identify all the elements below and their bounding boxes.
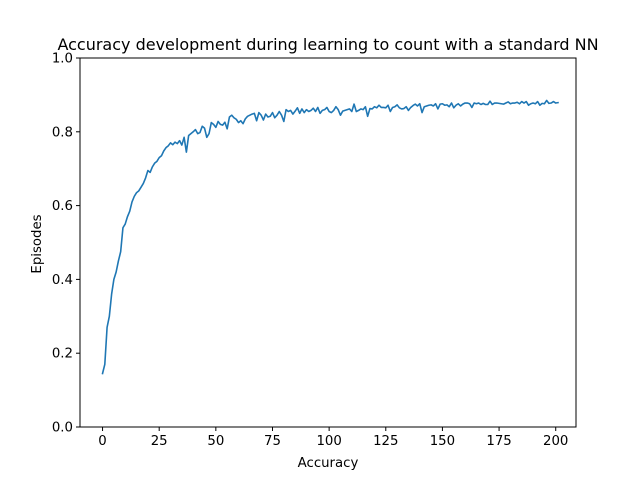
x-tick-label: 175	[486, 434, 511, 449]
y-tick-label: 0.8	[52, 125, 73, 140]
x-axis-label: Accuracy	[298, 456, 359, 471]
x-tick-label: 100	[316, 434, 341, 449]
chart-title: Accuracy development during learning to …	[57, 35, 598, 54]
plot-area-frame	[79, 57, 577, 428]
y-tick-label: 0.4	[52, 273, 73, 288]
y-tick-label: 0.6	[52, 199, 73, 214]
x-tick-label: 200	[543, 434, 568, 449]
plot-layer	[101, 99, 559, 375]
x-tick-label: 125	[373, 434, 398, 449]
y-axis-label: Episodes	[30, 214, 45, 273]
y-tick-label: 0.2	[52, 347, 73, 362]
x-tick-label: 50	[207, 434, 224, 449]
series-line	[101, 99, 559, 375]
x-tick-label: 75	[264, 434, 281, 449]
x-tick-label: 25	[151, 434, 168, 449]
x-tick-label: 150	[430, 434, 455, 449]
y-tick-label: 1.0	[52, 52, 73, 67]
x-tick-label: 0	[98, 434, 106, 449]
y-tick-label: 0.0	[52, 421, 73, 436]
axes-layer: 0 25 50 75 100 125 150 175 200 0.0 0.2 0.4 0.6 0.8 1.0	[52, 52, 569, 450]
